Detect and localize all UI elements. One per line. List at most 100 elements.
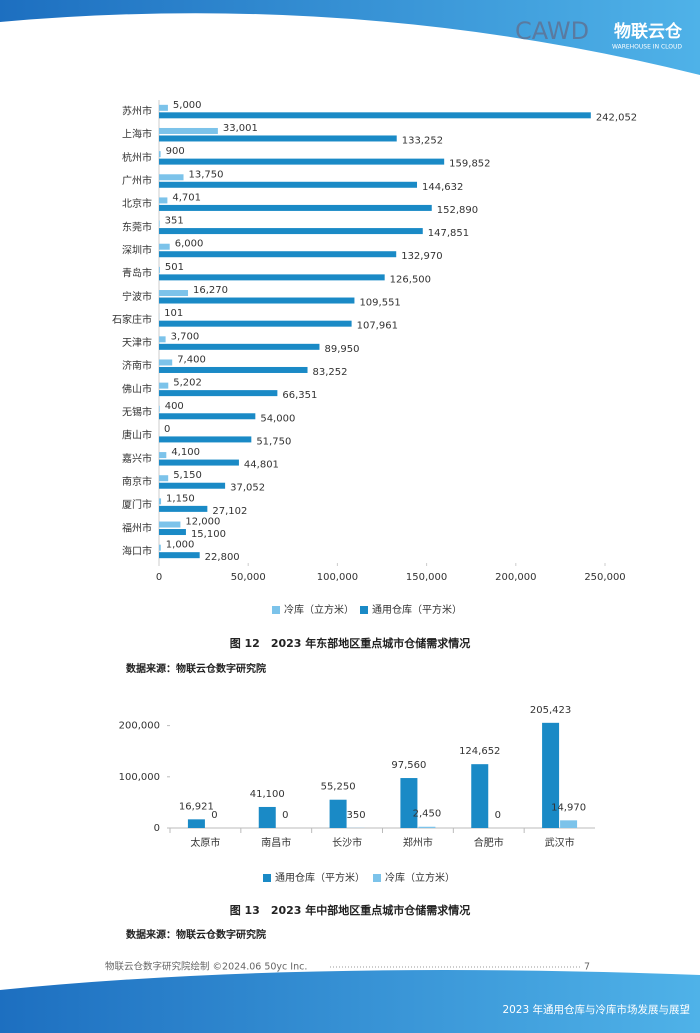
bar bbox=[159, 343, 320, 350]
value-label: 0 bbox=[282, 810, 288, 821]
bar bbox=[159, 104, 168, 111]
bar bbox=[159, 251, 397, 258]
value-label: 101 bbox=[164, 308, 183, 319]
value-label: 501 bbox=[165, 262, 184, 273]
value-label: 350 bbox=[347, 810, 366, 821]
x-tick-label: 250,000 bbox=[584, 572, 625, 583]
x-tick-label: 长沙市 bbox=[332, 836, 362, 849]
y-tick-label: 石家庄市 bbox=[112, 313, 152, 326]
value-label: 44,801 bbox=[244, 460, 279, 471]
y-tick-label: 东莞市 bbox=[122, 220, 152, 233]
bar bbox=[159, 336, 166, 343]
value-label: 41,100 bbox=[250, 789, 285, 800]
bar bbox=[159, 158, 445, 165]
logo: 物联云仓 bbox=[614, 21, 683, 42]
value-label: 4,100 bbox=[171, 447, 200, 458]
value-label: 159,852 bbox=[449, 159, 490, 170]
value-label: 7,400 bbox=[177, 354, 206, 365]
legend-label: 通用仓库（平方米） bbox=[275, 871, 365, 884]
bar bbox=[258, 806, 276, 828]
page-number: 7 bbox=[584, 962, 590, 973]
bar bbox=[159, 475, 169, 482]
bar bbox=[471, 764, 489, 828]
value-label: 4,701 bbox=[172, 192, 201, 203]
y-tick-label: 0 bbox=[154, 823, 160, 834]
bar bbox=[159, 320, 352, 327]
bar bbox=[159, 436, 252, 443]
legend-label: 冷库（立方米） bbox=[385, 871, 455, 884]
legend-swatch bbox=[272, 606, 280, 614]
y-tick-label: 济南市 bbox=[122, 359, 152, 372]
value-label: 109,551 bbox=[359, 298, 400, 309]
bar bbox=[159, 390, 278, 397]
value-label: 400 bbox=[165, 401, 184, 412]
header-wave-white bbox=[0, 13, 700, 110]
value-label: 152,890 bbox=[437, 205, 478, 216]
bar bbox=[418, 826, 436, 828]
y-tick-label: 上海市 bbox=[122, 128, 152, 141]
x-tick-label: 郑州市 bbox=[403, 836, 433, 849]
value-label: 14,970 bbox=[551, 802, 586, 813]
y-tick-label: 福州市 bbox=[122, 521, 152, 534]
bar bbox=[159, 359, 173, 366]
y-tick-label: 广州市 bbox=[122, 174, 152, 187]
bar bbox=[159, 405, 160, 412]
value-label: 107,961 bbox=[357, 321, 398, 332]
value-label: 205,423 bbox=[530, 705, 571, 716]
value-label: 16,921 bbox=[179, 801, 214, 812]
bar bbox=[159, 413, 256, 420]
x-tick-label: 150,000 bbox=[406, 572, 447, 583]
y-tick-label: 南京市 bbox=[122, 475, 152, 488]
value-label: 13,750 bbox=[189, 169, 224, 180]
value-label: 124,652 bbox=[459, 746, 500, 757]
x-tick-label: 200,000 bbox=[495, 572, 536, 583]
value-label: 126,500 bbox=[390, 274, 431, 285]
bar bbox=[159, 459, 239, 466]
bar bbox=[159, 544, 161, 551]
value-label: 15,100 bbox=[191, 529, 226, 540]
y-tick-label: 天津市 bbox=[122, 336, 152, 349]
bar bbox=[159, 174, 184, 181]
bar bbox=[159, 151, 161, 158]
y-tick-label: 宁波市 bbox=[122, 290, 152, 303]
x-tick-label: 武汉市 bbox=[545, 836, 575, 849]
value-label: 144,632 bbox=[422, 182, 463, 193]
x-tick-label: 太原市 bbox=[190, 836, 220, 849]
bar bbox=[159, 228, 423, 235]
brand: CAWD bbox=[515, 17, 589, 45]
value-label: 242,052 bbox=[596, 112, 637, 123]
bar bbox=[159, 482, 226, 489]
bar bbox=[159, 290, 189, 297]
bar bbox=[159, 112, 591, 119]
value-label: 27,102 bbox=[212, 506, 247, 517]
value-label: 5,150 bbox=[173, 470, 202, 481]
bar bbox=[560, 820, 578, 828]
figure-source: 数据来源：物联云仓数字研究院 bbox=[126, 928, 266, 941]
y-tick-label: 唐山市 bbox=[122, 429, 152, 442]
bar bbox=[187, 819, 205, 828]
x-tick-label: 0 bbox=[156, 572, 162, 583]
bar bbox=[542, 722, 560, 828]
footer-credit: 物联云仓数字研究院绘制 ©2024.06 50yc Inc. bbox=[105, 961, 307, 973]
y-tick-label: 200,000 bbox=[119, 721, 160, 732]
x-tick-label: 50,000 bbox=[231, 572, 266, 583]
y-tick-label: 100,000 bbox=[119, 772, 160, 783]
value-label: 900 bbox=[166, 146, 185, 157]
bar bbox=[159, 529, 186, 536]
value-label: 5,000 bbox=[173, 100, 202, 111]
y-tick-label: 北京市 bbox=[122, 197, 152, 210]
value-label: 5,202 bbox=[173, 378, 202, 389]
value-label: 1,000 bbox=[166, 540, 195, 551]
y-tick-label: 嘉兴市 bbox=[122, 452, 152, 465]
figure-caption: 图 12 2023 年东部地区重点城市仓储需求情况 bbox=[230, 636, 471, 650]
value-label: 0 bbox=[211, 810, 217, 821]
bar bbox=[159, 505, 208, 512]
x-tick-label: 合肥市 bbox=[474, 836, 504, 849]
value-label: 0 bbox=[495, 810, 501, 821]
legend-label: 通用仓库（平方米） bbox=[372, 603, 462, 616]
value-label: 55,250 bbox=[321, 782, 356, 793]
report-title: 2023 年通用仓库与冷库市场发展与展望 bbox=[502, 1003, 690, 1016]
legend-swatch bbox=[263, 874, 271, 882]
y-tick-label: 苏州市 bbox=[122, 105, 152, 118]
